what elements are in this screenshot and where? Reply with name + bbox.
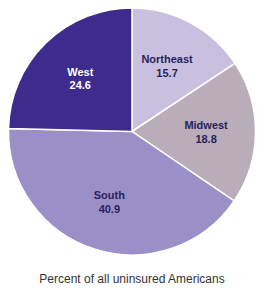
slice-label-value: 15.7 — [156, 67, 177, 79]
data-labels: Northeast 15.7 Midwest 18.8 South 40.9 West24.… — [67, 53, 228, 215]
slice — [9, 128, 235, 255]
slice-label-category: West — [67, 66, 93, 78]
slice-label-category: South — [94, 189, 125, 201]
slice-label-value: 18.8 — [195, 133, 216, 145]
slice-label: West24.6 — [67, 66, 93, 92]
slice — [9, 8, 132, 132]
slice-label-category: Midwest — [184, 119, 228, 131]
slice-label-category: Northeast — [141, 53, 193, 65]
slice-label-value: 24.6 — [70, 79, 91, 91]
slice-label: Midwest 18.8 — [184, 119, 228, 145]
caption: Percent of all uninsured Americans — [39, 272, 224, 286]
slices — [9, 8, 256, 255]
slice-label: South 40.9 — [94, 189, 125, 215]
chart: Northeast 15.7 Midwest 18.8 South 40.9 West24.… — [0, 0, 264, 293]
slice-label: Northeast 15.7 — [141, 53, 193, 79]
slice-label-value: 40.9 — [99, 203, 120, 215]
